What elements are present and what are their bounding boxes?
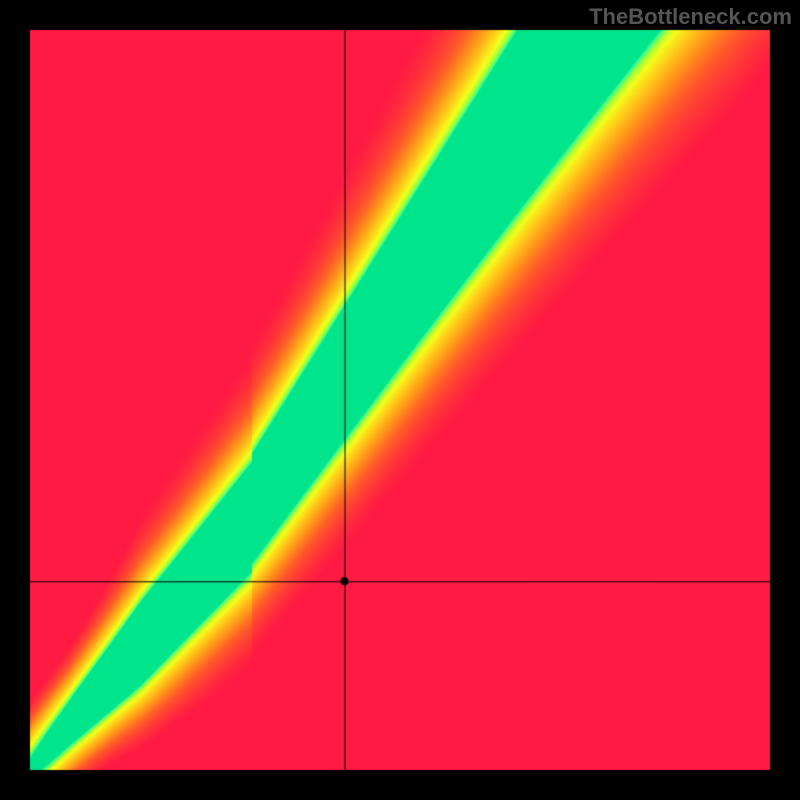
bottleneck-chart-container: TheBottleneck.com bbox=[0, 0, 800, 800]
bottleneck-heatmap bbox=[0, 0, 800, 800]
watermark-text: TheBottleneck.com bbox=[589, 4, 792, 30]
